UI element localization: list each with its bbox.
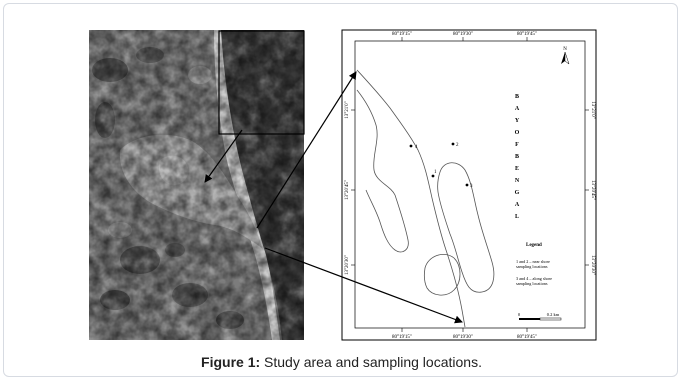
caption-label: Figure 1: <box>201 354 261 370</box>
left-tick-1: 13°21'0" <box>345 101 350 118</box>
figure-caption: Figure 1: Study area and sampling locati… <box>0 354 683 370</box>
legend-line-2: sampling locations <box>516 264 548 269</box>
svg-text:A: A <box>515 202 520 208</box>
study-area-box <box>218 30 305 135</box>
legend-title: Legend <box>526 243 542 248</box>
north-label: N <box>563 47 567 52</box>
scale-bar: 0 0.2 km <box>518 312 562 321</box>
point-label-4: 4 <box>415 145 418 150</box>
legend-line-3: 3 and 4 – along shore <box>516 276 552 281</box>
legend-line-1: 1 and 2 – near shore <box>516 259 550 264</box>
point-label-1: 1 <box>434 170 437 175</box>
arrow-to-map-top <box>256 71 357 229</box>
left-tick-2: 13°20'45" <box>345 180 350 200</box>
figure-frame <box>3 3 678 377</box>
svg-text:F: F <box>515 142 519 148</box>
top-tick-3: 80°19'45" <box>517 32 537 37</box>
right-tick-3: 13°20'30" <box>590 255 595 275</box>
sampling-point-3 <box>465 183 469 187</box>
bottom-tick-1: 80°19'15" <box>392 335 412 340</box>
north-arrow-icon <box>561 51 570 65</box>
caption-text: Study area and sampling locations. <box>264 354 482 370</box>
sampling-point-2 <box>451 142 455 146</box>
svg-text:G: G <box>515 190 520 196</box>
left-tick-3: 13°20'30" <box>345 255 350 275</box>
sampling-point-1 <box>431 174 435 178</box>
map-legend: Legend 1 and 2 – near shore sampling loc… <box>516 243 552 286</box>
svg-text:N: N <box>515 178 520 184</box>
bottom-tick-2: 80°19'30" <box>453 335 473 340</box>
svg-text:O: O <box>515 130 520 136</box>
right-tick-1: 13°21'0" <box>590 101 595 118</box>
scale-0: 0 <box>518 312 521 317</box>
scale-max: 0.2 km <box>547 312 560 317</box>
point-label-2: 2 <box>456 143 459 148</box>
svg-text:B: B <box>515 154 519 160</box>
svg-text:Y: Y <box>515 118 520 124</box>
svg-text:E: E <box>515 166 519 172</box>
svg-text:A: A <box>515 106 520 112</box>
top-tick-1: 80°19'15" <box>392 32 412 37</box>
arrow-box-to-lagoon <box>204 129 243 183</box>
right-tick-2: 13°20'45" <box>590 180 595 200</box>
coastline <box>356 69 495 328</box>
point-label-3: 3 <box>470 184 473 189</box>
bottom-tick-3: 80°19'45" <box>517 335 537 340</box>
arrow-to-map-bottom <box>264 247 463 324</box>
sampling-points: 4 2 1 3 <box>409 142 473 189</box>
sea-label: B A Y O F B E N G A L <box>515 94 520 220</box>
sampling-point-4 <box>409 144 413 148</box>
svg-text:B: B <box>515 94 519 100</box>
svg-text:L: L <box>515 214 519 220</box>
legend-line-4: sampling locations <box>516 281 548 286</box>
top-tick-2: 80°19'30" <box>453 32 473 37</box>
